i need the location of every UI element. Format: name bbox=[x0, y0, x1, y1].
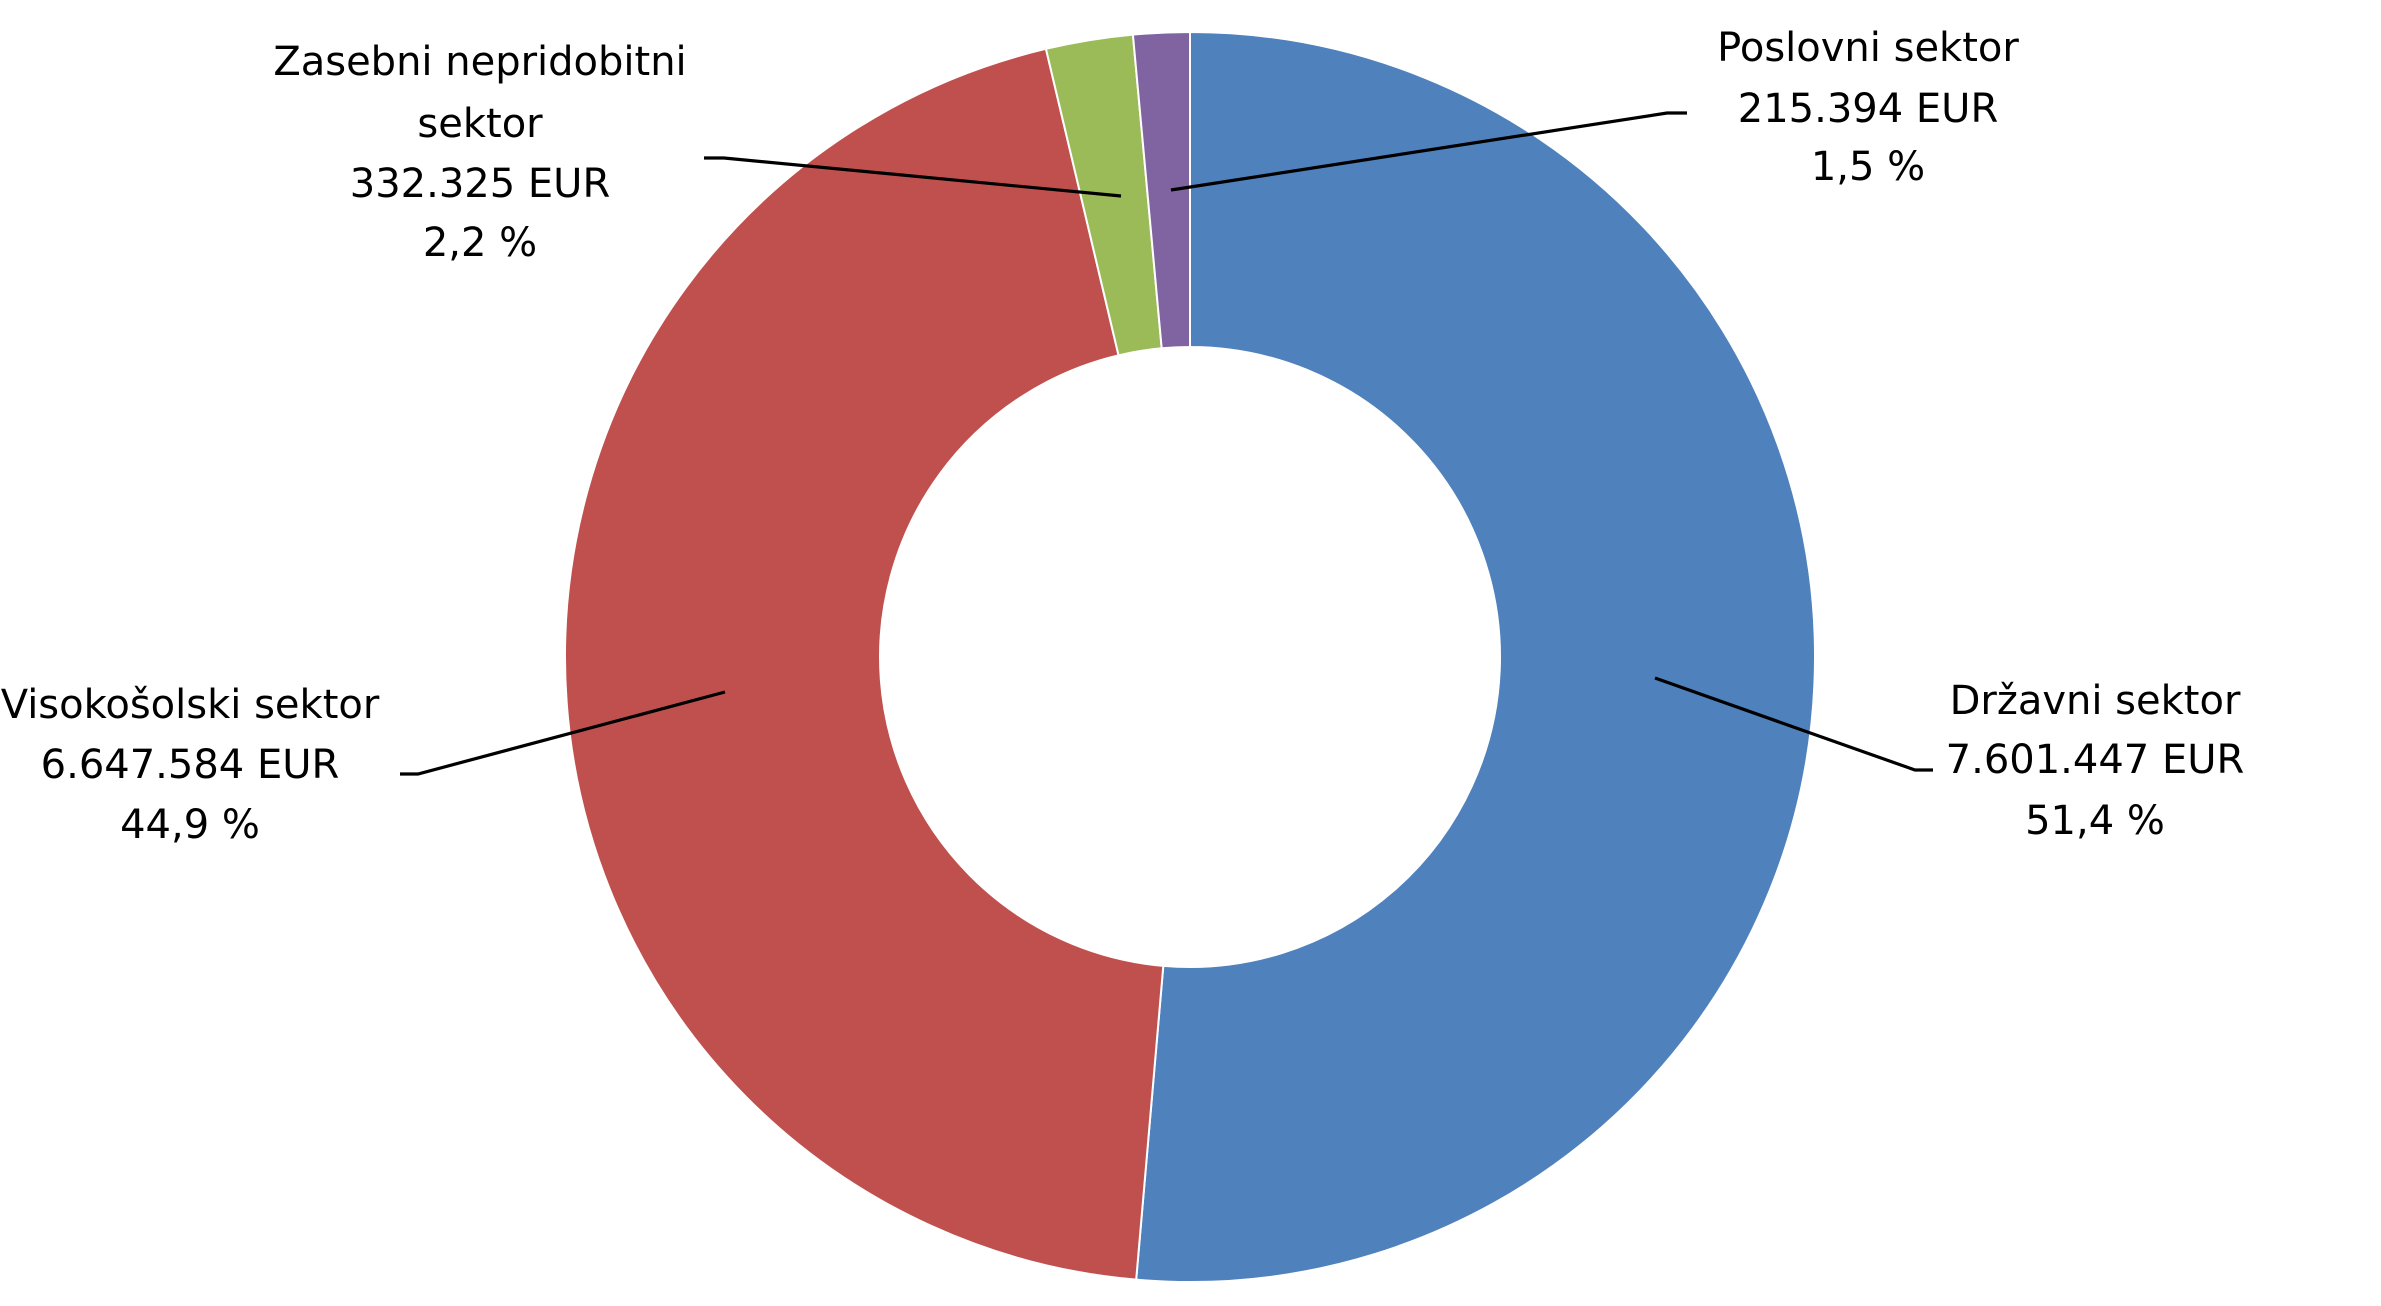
data-label-name-drzavni-sektor: Državni sektor bbox=[1950, 678, 2241, 724]
leader-line-poslovni-sektor bbox=[1170, 111, 1687, 192]
data-label-name-zasebni-nepridobitni-sektor: Zasebni nepridobitni bbox=[273, 39, 686, 85]
data-labels: Državni sektor 7.601.447 EUR 51,4 % Visokoš… bbox=[1, 25, 2245, 848]
data-label-percent-zasebni-nepridobitni-sektor: 2,2 % bbox=[423, 220, 537, 266]
data-label-value-drzavni-sektor: 7.601.447 EUR bbox=[1946, 737, 2245, 783]
leader-lines bbox=[400, 111, 1933, 776]
data-label-name-visokosolski-sektor: Visokošolski sektor bbox=[1, 682, 380, 728]
slice-visokosolski-sektor bbox=[564, 47, 1165, 1281]
slice-poslovni-sektor bbox=[1131, 30, 1191, 350]
data-label-value-visokosolski-sektor: 6.647.584 EUR bbox=[41, 742, 340, 788]
data-label-name-zasebni-nepridobitni-sektor: sektor bbox=[417, 101, 543, 147]
slice-drzavni-sektor bbox=[1135, 30, 1816, 1283]
data-label-value-poslovni-sektor: 215.394 EUR bbox=[1738, 86, 1998, 132]
data-label-value-zasebni-nepridobitni-sektor: 332.325 EUR bbox=[350, 161, 610, 207]
data-label-percent-drzavni-sektor: 51,4 % bbox=[2025, 798, 2165, 844]
leader-line-zasebni-nepridobitni-sektor bbox=[704, 156, 1122, 198]
leader-line-drzavni-sektor bbox=[1654, 676, 1933, 772]
data-label-name-poslovni-sektor: Poslovni sektor bbox=[1717, 25, 2019, 71]
data-label-percent-poslovni-sektor: 1,5 % bbox=[1811, 144, 1925, 190]
leader-line-visokosolski-sektor bbox=[400, 690, 726, 776]
donut-slices bbox=[564, 30, 1816, 1283]
data-label-percent-visokosolski-sektor: 44,9 % bbox=[120, 802, 260, 848]
